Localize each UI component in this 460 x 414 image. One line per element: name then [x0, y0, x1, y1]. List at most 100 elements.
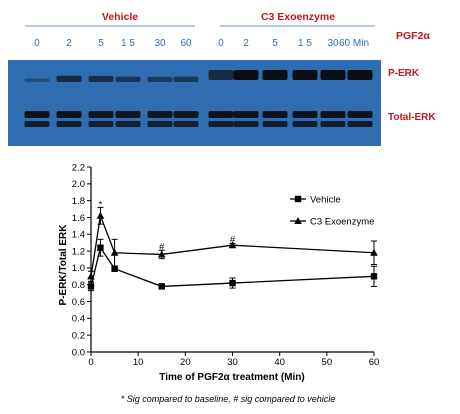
- lane-label: 2: [243, 38, 249, 49]
- data-point-square: [97, 244, 104, 251]
- total-erk-band-lower: [320, 121, 346, 127]
- total-erk-band-lower: [233, 121, 259, 127]
- perk-band: [24, 78, 50, 82]
- y-tick-label: 0.2: [72, 330, 85, 341]
- total-erk-band-upper: [88, 111, 114, 118]
- y-tick-label: 0.0: [72, 347, 85, 358]
- total-erk-band-upper: [347, 111, 373, 118]
- data-point-square: [229, 279, 236, 287]
- significance-mark: #: [230, 235, 236, 246]
- western-blot-image: [8, 60, 381, 146]
- data-point-square: [87, 283, 95, 290]
- total-erk-band-lower: [115, 121, 141, 127]
- lane-label: 0: [218, 38, 224, 49]
- series-layer: [87, 206, 378, 292]
- lane-label: 1 5: [298, 38, 312, 49]
- significance-mark: *: [99, 199, 103, 210]
- total-erk-band-upper: [292, 111, 318, 118]
- perk-band: [147, 76, 173, 82]
- x-tick-label: 50: [322, 357, 333, 368]
- perk-band: [320, 70, 346, 80]
- vehicle-group-label: Vehicle: [102, 11, 138, 23]
- x-tick-label: 0: [88, 357, 93, 368]
- perk-band: [262, 70, 288, 80]
- series-c3-exoenzyme: [87, 206, 378, 282]
- data-point-triangle: [370, 248, 378, 256]
- y-tick-label: 0.6: [72, 297, 85, 308]
- perk-band: [115, 76, 141, 82]
- perk-band: [56, 75, 82, 82]
- perk-band: [292, 70, 318, 80]
- data-point-triangle: [87, 272, 95, 280]
- x-tick-label: 30: [227, 357, 238, 368]
- significance-mark: #: [159, 241, 165, 252]
- total-erk-band-upper: [24, 111, 50, 118]
- y-tick-label: 0.8: [72, 280, 85, 291]
- x-axis-title: Time of PGF2α treatment (Min): [159, 372, 304, 383]
- y-tick-label: 1.6: [72, 213, 85, 224]
- lane-label: 30: [327, 38, 339, 49]
- total-erk-band-upper: [320, 111, 346, 118]
- series-line: [90, 246, 375, 288]
- y-axis-title: P-ERK/Total ERK: [58, 224, 69, 306]
- y-tick-label: 1.0: [72, 263, 85, 274]
- blot-bands: [24, 70, 373, 127]
- perk-band: [347, 70, 373, 80]
- total-erk-band-lower: [24, 121, 50, 127]
- lane-label: 60 Min: [339, 38, 369, 49]
- y-tick-label: 1.4: [72, 230, 85, 241]
- data-point-triangle: [110, 248, 119, 256]
- perk-band: [88, 76, 114, 82]
- y-ticks: 0.0 0.2 0.4 0.6 0.8 1.0 1.2 1.4 1.6 1.8 2.0 2.2: [72, 162, 91, 358]
- total-erk-band-lower: [292, 121, 318, 127]
- series-vehicle: [87, 238, 378, 292]
- annotation-layer: * # #: [99, 199, 236, 252]
- y-tick-label: 1.2: [72, 246, 85, 257]
- x-tick-label: 10: [133, 357, 144, 368]
- total-erk-band-lower: [88, 121, 114, 127]
- line-chart: 0.0 0.2 0.4 0.6 0.8 1.0 1.2 1.4 1.6 1.8 2.0 2.2 0 10…: [58, 162, 379, 383]
- perk-band: [233, 70, 259, 80]
- total-erk-band-upper: [173, 111, 199, 118]
- footnote: * Sig compared to baseline, # sig compar…: [121, 394, 336, 404]
- x-tick-label: 60: [369, 357, 380, 368]
- lane-label: 2: [66, 38, 72, 49]
- y-tick-label: 2.0: [72, 179, 85, 190]
- total-erk-label: Total-ERK: [388, 112, 436, 123]
- data-point-triangle: [96, 211, 105, 219]
- data-point-triangle: [228, 241, 237, 249]
- total-erk-band-upper: [208, 111, 234, 118]
- lane-label: 60: [180, 38, 192, 49]
- legend-marker-triangle: [294, 217, 302, 224]
- y-tick-label: 1.8: [72, 196, 85, 207]
- c3-group-label: C3 Exoenzyme: [261, 11, 335, 23]
- lane-label: 30: [154, 38, 166, 49]
- lane-label: 1 5: [121, 38, 135, 49]
- x-ticks: 0 10 20 30 40 50 60: [88, 352, 379, 368]
- data-point-triangle: [157, 250, 166, 258]
- data-point-square: [370, 273, 378, 280]
- lane-label: 5: [272, 38, 278, 49]
- y-tick-label: 0.4: [72, 314, 85, 325]
- data-point-square: [158, 283, 165, 290]
- lane-label: 5: [98, 38, 104, 49]
- total-erk-band-lower: [262, 121, 288, 127]
- legend-label: Vehicle: [310, 194, 341, 205]
- total-erk-band-lower: [147, 121, 173, 127]
- total-erk-band-lower: [208, 121, 234, 127]
- y-tick-label: 2.2: [72, 162, 85, 173]
- total-erk-band-upper: [56, 111, 82, 118]
- x-tick-label: 20: [180, 357, 191, 368]
- x-tick-label: 40: [274, 357, 285, 368]
- data-point-square: [111, 265, 118, 272]
- treatment-label: PGF2α: [396, 30, 430, 42]
- perk-label: P-ERK: [388, 68, 420, 79]
- series-line: [90, 213, 375, 277]
- perk-band: [208, 70, 234, 80]
- total-erk-band-upper: [233, 111, 259, 118]
- perk-band: [173, 76, 199, 82]
- legend: Vehicle C3 Exoenzyme: [290, 194, 374, 227]
- total-erk-band-lower: [347, 121, 373, 127]
